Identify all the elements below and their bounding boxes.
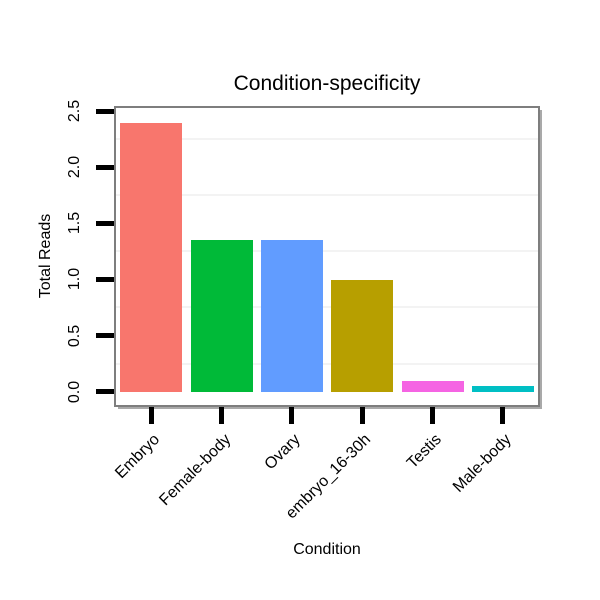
x-tick-label: Ovary bbox=[261, 431, 305, 474]
x-tick-mark bbox=[149, 407, 154, 424]
y-tick-label: 0.5 bbox=[66, 324, 83, 348]
chart-title: Condition-specificity bbox=[233, 72, 421, 95]
y-tick-mark bbox=[96, 165, 114, 170]
y-tick-mark bbox=[96, 277, 114, 282]
bar-embryo bbox=[120, 122, 182, 392]
y-tick-label: 1.5 bbox=[66, 211, 83, 235]
y-tick-label: 1.0 bbox=[66, 267, 83, 291]
bar-testis bbox=[402, 380, 464, 392]
x-tick-label: Testis bbox=[404, 431, 446, 472]
y-tick-mark bbox=[96, 221, 114, 226]
minor-gridline bbox=[116, 138, 538, 141]
plot-panel bbox=[114, 106, 540, 407]
bar-embryo-16-30h bbox=[331, 279, 393, 392]
x-tick-label: Male-body bbox=[450, 431, 516, 496]
y-tick-label: 2.0 bbox=[66, 155, 83, 179]
minor-gridline bbox=[116, 306, 538, 309]
gridlines-layer bbox=[116, 108, 538, 405]
x-tick-mark bbox=[219, 407, 224, 424]
x-tick-mark bbox=[500, 407, 505, 424]
y-tick-mark bbox=[96, 389, 114, 394]
bar-male-body bbox=[472, 385, 534, 392]
y-tick-label: 0.0 bbox=[66, 380, 83, 404]
x-tick-label: Female-body bbox=[155, 431, 235, 510]
bar-female-body bbox=[191, 239, 253, 392]
y-tick-mark bbox=[96, 109, 114, 114]
minor-gridline bbox=[116, 362, 538, 365]
minor-gridline bbox=[116, 250, 538, 253]
y-tick-mark bbox=[96, 333, 114, 338]
y-axis-title: Total Reads bbox=[37, 213, 54, 299]
x-tick-mark bbox=[360, 407, 365, 424]
y-tick-label: 2.5 bbox=[66, 99, 83, 123]
x-axis-title: Condition bbox=[293, 541, 361, 558]
bars-layer bbox=[116, 108, 538, 405]
x-tick-mark bbox=[430, 407, 435, 424]
minor-gridline bbox=[116, 194, 538, 197]
x-tick-label: Embryo bbox=[112, 431, 164, 483]
bar-ovary bbox=[261, 239, 323, 392]
x-tick-mark bbox=[289, 407, 294, 424]
